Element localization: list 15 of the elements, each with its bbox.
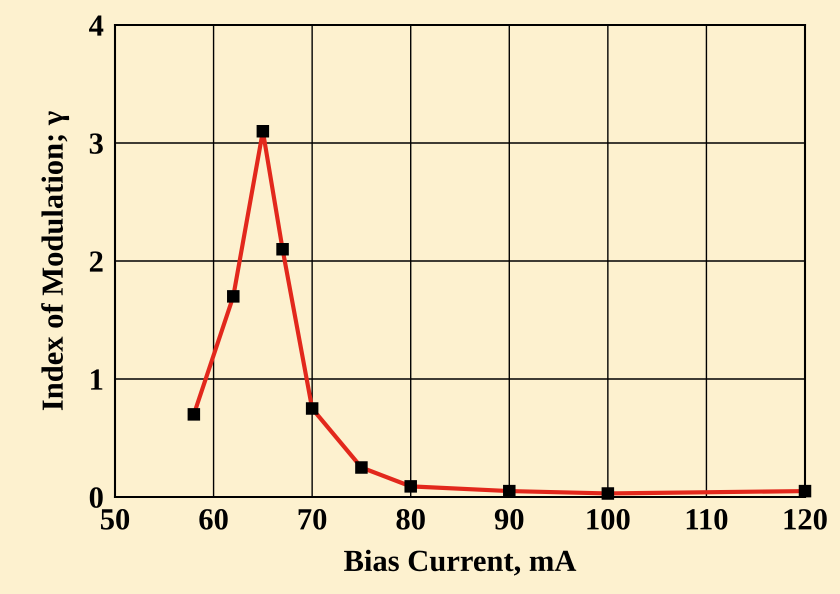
y-tick-label: 2 <box>90 251 103 272</box>
x-tick-label: 110 <box>686 508 728 530</box>
y-tick-label: 0 <box>90 487 103 508</box>
x-tick-label: 80 <box>396 508 425 530</box>
x-tick-label: 70 <box>298 508 326 530</box>
y-tick-label: 3 <box>90 133 103 154</box>
x-axis-title: Bias Current, mA <box>344 550 576 576</box>
x-tick-label: 60 <box>199 508 228 530</box>
x-tick-label: 100 <box>587 508 630 530</box>
y-tick-label: 1 <box>91 369 102 390</box>
y-tick-label: 4 <box>89 15 104 36</box>
x-tick-label: 90 <box>494 508 524 530</box>
x-tick-label: 50 <box>100 508 130 530</box>
y-axis-title: Index of Modulation; γ <box>41 111 70 410</box>
x-tick-label: 120 <box>784 508 827 530</box>
